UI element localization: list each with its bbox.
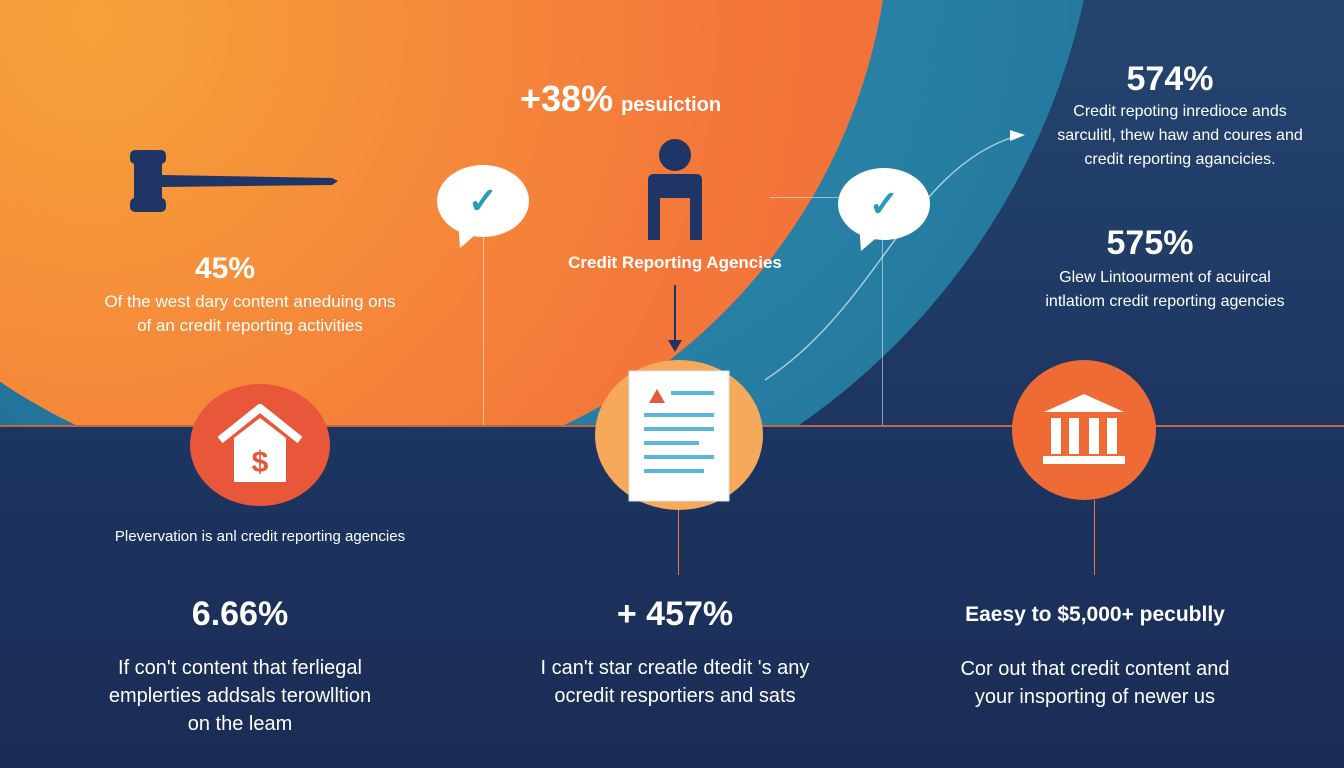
check-bubble-icon: ✓ [437, 165, 529, 237]
text-line: I can't star creatle dtedit 's any [540, 657, 810, 679]
curved-arrow-icon [764, 130, 1025, 381]
right-top-description: Credit repoting inredioce ands sarculitl… [1030, 100, 1330, 172]
house-dollar-icon: $ [190, 384, 330, 506]
person-icon [648, 139, 702, 240]
gavel-icon [130, 150, 338, 212]
text-line: Credit repoting inredioce ands [1073, 103, 1287, 120]
stat-value: 574% [1126, 60, 1214, 98]
text-line: If con't content that ferliegal [118, 657, 362, 679]
stat-value: 45% [194, 252, 256, 285]
bottom-stat-3: Eaesy to $5,000+ pecublly Cor out that c… [920, 603, 1270, 711]
arrow-head [668, 340, 682, 352]
document-warning-icon [595, 360, 763, 510]
stat-value: +38% [520, 78, 614, 119]
top-stat: +38% pesuiction [520, 78, 721, 120]
text-line: your insporting of newer us [974, 686, 1216, 708]
connector-line [1094, 500, 1095, 575]
right-mid-description: Glew Lintoourment of acuircal intlatiom … [1010, 266, 1320, 314]
connector-line [678, 500, 679, 575]
stat-value: + 457% [616, 595, 734, 633]
check-bubble-icon: ✓ [838, 168, 930, 240]
stat-value: 575% [1106, 224, 1194, 262]
text-line: Cor out that credit content and [960, 658, 1230, 680]
house-caption: Plevervation is anl credit reporting age… [114, 528, 406, 545]
bottom-stat-1: 6.66% If con't content that ferliegal em… [80, 595, 400, 738]
text-line: Glew Lintoourment of acuircal [1059, 269, 1271, 286]
text-line: Of the west dary content aneduing ons [104, 292, 396, 311]
connector-line [882, 220, 883, 425]
text-line: of an credit reporting activities [137, 316, 363, 335]
connector-line [770, 197, 880, 198]
bank-icon [1012, 360, 1156, 500]
arrow-down-icon [674, 285, 676, 347]
stat-value: 6.66% [191, 595, 289, 633]
center-label: Credit Reporting Agencies [568, 253, 782, 272]
stat-suffix: pesuiction [621, 94, 722, 116]
text-line: sarculitl, thew haw and coures and [1057, 127, 1303, 144]
text-line: on the leam [187, 713, 293, 735]
text-line: intlatiom credit reporting agencies [1045, 293, 1285, 310]
text-line: emplerties addsals terowlltion [108, 685, 372, 707]
connector-line [483, 235, 484, 425]
svg-text:$: $ [252, 446, 269, 479]
text-line: ocredit resportiers and sats [554, 685, 796, 707]
text-line: credit reporting agancicies. [1084, 151, 1276, 168]
stat-value: Eaesy to $5,000+ pecublly [965, 603, 1225, 626]
left-description: Of the west dary content aneduing ons of… [60, 290, 440, 338]
bottom-stat-2: + 457% I can't star creatle dtedit 's an… [510, 595, 840, 710]
